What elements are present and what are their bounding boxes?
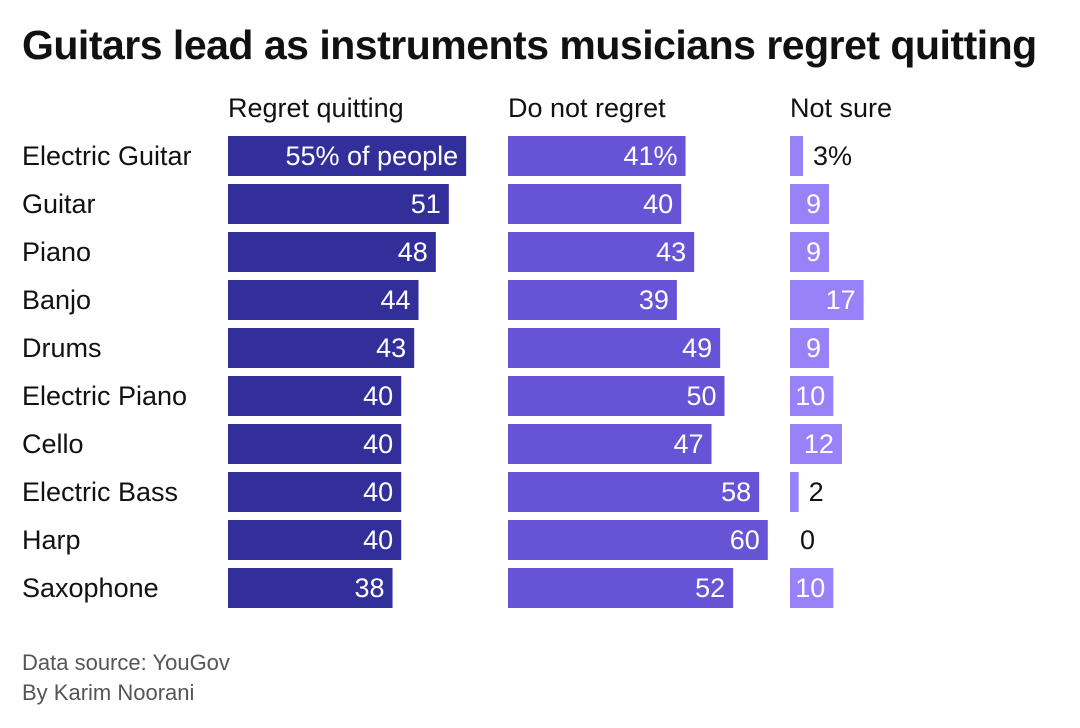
value-label-regret: 51 [411,189,441,219]
byline: By Karim Noorani [22,680,195,705]
value-label-regret: 55% of people [286,141,459,171]
category-label: Cello [22,429,84,459]
value-label-not-sure: 9 [806,237,821,267]
value-label-do-not-regret: 52 [695,573,725,603]
bar-regret [228,568,393,608]
bar-do-not-regret [508,184,682,224]
value-label-not-sure: 3% [813,141,852,171]
bar-not-sure [790,424,842,464]
bar-do-not-regret [508,424,712,464]
category-label: Electric Guitar [22,141,192,171]
value-label-regret: 43 [376,333,406,363]
value-label-do-not-regret: 60 [730,525,760,555]
value-label-do-not-regret: 58 [721,477,751,507]
value-label-do-not-regret: 47 [673,429,703,459]
bar-not-sure [790,232,829,272]
bar-not-sure [790,184,829,224]
bar-do-not-regret [508,376,725,416]
value-label-not-sure: 17 [826,285,856,315]
bar-regret [228,424,402,464]
value-label-regret: 38 [354,573,384,603]
value-label-regret: 44 [380,285,410,315]
bar-regret [228,184,449,224]
bar-regret [228,328,415,368]
value-label-do-not-regret: 49 [682,333,712,363]
value-label-not-sure: 0 [800,525,815,555]
value-label-not-sure: 12 [804,429,834,459]
column-header-not-sure: Not sure [790,93,892,123]
value-label-not-sure: 9 [806,189,821,219]
category-label: Piano [22,237,91,267]
value-label-not-sure: 9 [806,333,821,363]
bar-regret [228,136,467,176]
category-label: Electric Bass [22,477,178,507]
bar-not-sure [790,472,799,512]
bar-chart: Regret quitting Do not regret Not sure Elec… [22,93,892,608]
bar-not-sure [790,136,803,176]
value-label-regret: 48 [398,237,428,267]
data-source: Data source: YouGov [22,650,230,675]
bar-do-not-regret [508,232,695,272]
category-label: Banjo [22,285,91,315]
bar-regret [228,520,402,560]
value-label-not-sure: 10 [795,573,825,603]
category-label: Saxophone [22,573,159,603]
category-label: Electric Piano [22,381,187,411]
bar-regret [228,280,419,320]
category-label: Guitar [22,189,96,219]
value-label-not-sure: 2 [809,477,824,507]
bar-do-not-regret [508,520,768,560]
bar-regret [228,232,436,272]
bar-regret [228,472,402,512]
column-header-regret: Regret quitting [228,93,404,123]
bar-not-sure [790,328,829,368]
value-label-do-not-regret: 43 [656,237,686,267]
value-label-regret: 40 [363,477,393,507]
bar-do-not-regret [508,328,721,368]
value-label-regret: 40 [363,381,393,411]
bar-do-not-regret [508,136,686,176]
bar-do-not-regret [508,568,734,608]
bar-not-sure [790,568,834,608]
value-label-do-not-regret: 50 [686,381,716,411]
bar-not-sure [790,376,834,416]
value-label-do-not-regret: 41% [623,141,677,171]
value-label-do-not-regret: 40 [643,189,673,219]
value-label-regret: 40 [363,525,393,555]
bar-do-not-regret [508,280,677,320]
bar-regret [228,376,402,416]
value-label-not-sure: 10 [795,381,825,411]
column-header-do-not-regret: Do not regret [508,93,666,123]
value-label-regret: 40 [363,429,393,459]
bar-not-sure [790,280,864,320]
chart-title: Guitars lead as instruments musicians re… [22,22,1037,68]
bar-do-not-regret [508,472,760,512]
category-label: Drums [22,333,102,363]
value-label-do-not-regret: 39 [639,285,669,315]
category-label: Harp [22,525,81,555]
